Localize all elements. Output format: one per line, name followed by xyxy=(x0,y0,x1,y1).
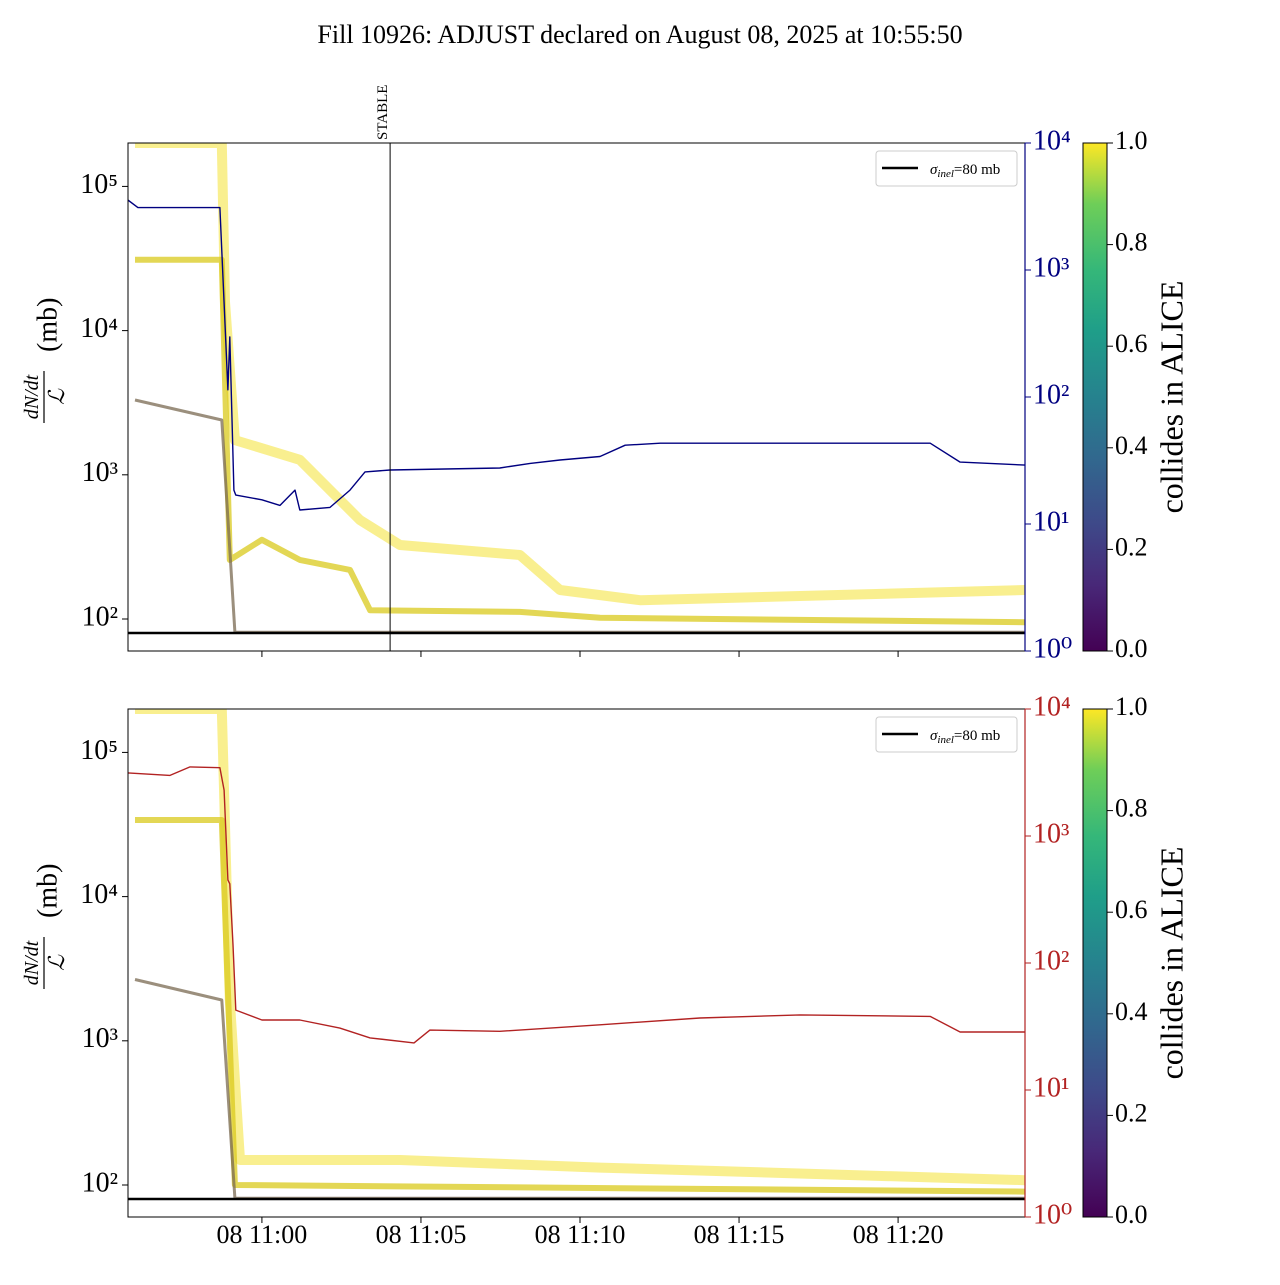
colorbar-tick-label: 0.6 xyxy=(1115,329,1148,358)
y-label-unit: (mb) xyxy=(32,864,63,918)
y2-tick-label: 10² xyxy=(1033,945,1069,976)
x-tick-label: 08 11:00 xyxy=(217,1220,308,1249)
legend-text: =80 mb xyxy=(954,162,1000,178)
colorbar-tick-label: 0.8 xyxy=(1115,228,1148,257)
x-tick-label: 08 11:05 xyxy=(376,1220,467,1249)
y-label-numerator: dN/dt xyxy=(21,374,43,419)
y-tick-label: 10³ xyxy=(82,1023,118,1054)
colorbar xyxy=(1082,708,1108,1218)
x-tick-label: 08 11:15 xyxy=(694,1220,785,1249)
plot-frame xyxy=(127,142,1026,652)
colorbar-label: collides in ALICE xyxy=(1153,281,1189,514)
legend-symbol: σ xyxy=(930,728,938,744)
colorbar-tick-label: 0.8 xyxy=(1115,794,1148,823)
y-label: (mb) dN/dt ℒ xyxy=(21,864,69,989)
colorbar-tick-label: 0.2 xyxy=(1115,532,1148,561)
rate-line xyxy=(128,199,1025,511)
colorbar-tick-label: 0.6 xyxy=(1115,895,1148,924)
legend-symbol: σ xyxy=(930,162,938,178)
legend-label: σinel=80 mb xyxy=(930,162,1000,180)
bunch-line xyxy=(135,256,1025,626)
colorbar-tick-label: 0.0 xyxy=(1115,634,1148,663)
y2-tick-label: 10³ xyxy=(1033,818,1069,849)
x-tick-label: 08 11:10 xyxy=(535,1220,626,1249)
y-label-unit: (mb) xyxy=(32,298,63,352)
colorbar-tick-label: 1.0 xyxy=(1115,692,1148,721)
y2-tick-label: 10³ xyxy=(1033,252,1069,283)
y-label-denominator: ℒ xyxy=(44,388,69,405)
legend-box xyxy=(875,150,1018,187)
rate-line xyxy=(128,766,1025,1044)
legend-text: =80 mb xyxy=(954,728,1000,744)
bunch-line xyxy=(135,143,1025,606)
y-label-denominator: ℒ xyxy=(44,954,69,971)
colorbar-tick-label: 0.0 xyxy=(1115,1200,1148,1229)
x-tick-label: 08 11:20 xyxy=(853,1220,944,1249)
y-tick-label: 10² xyxy=(82,601,118,632)
y-label: (mb) dN/dt ℒ xyxy=(21,298,69,423)
colorbar xyxy=(1082,142,1108,652)
y2-tick-label: 10¹ xyxy=(1033,1072,1069,1103)
stable-label: STABLE xyxy=(375,85,391,140)
y2-tick-label: 10² xyxy=(1033,379,1069,410)
y2-tick-label: 10⁰ xyxy=(1033,633,1072,664)
colorbar-tick-label: 0.2 xyxy=(1115,1098,1148,1127)
colorbar-label: collides in ALICE xyxy=(1153,847,1189,1080)
y-tick-label: 10⁵ xyxy=(80,169,118,200)
y-tick-label: 10³ xyxy=(82,457,118,488)
legend-box xyxy=(875,716,1018,753)
y2-tick-label: 10⁴ xyxy=(1033,125,1071,156)
y-tick-label: 10² xyxy=(82,1167,118,1198)
y2-tick-label: 10⁴ xyxy=(1033,691,1071,722)
y-tick-label: 10⁴ xyxy=(80,313,118,344)
y2-tick-label: 10¹ xyxy=(1033,506,1069,537)
plot-frame xyxy=(127,708,1026,1218)
y2-tick-label: 10⁰ xyxy=(1033,1199,1072,1230)
bunch-line xyxy=(135,709,1025,1186)
legend-label: σinel=80 mb xyxy=(930,728,1000,746)
colorbar-tick-label: 0.4 xyxy=(1115,431,1148,460)
bunch-line xyxy=(135,817,1025,1195)
colorbar-tick-label: 0.4 xyxy=(1115,997,1148,1026)
legend-subscript: inel xyxy=(937,734,954,746)
legend-subscript: inel xyxy=(937,168,954,180)
y-label-numerator: dN/dt xyxy=(21,940,43,985)
colorbar-tick-label: 1.0 xyxy=(1115,126,1148,155)
y-tick-label: 10⁴ xyxy=(80,879,118,910)
figure-title: Fill 10926: ADJUST declared on August 08… xyxy=(317,20,962,49)
y-tick-label: 10⁵ xyxy=(80,735,118,766)
